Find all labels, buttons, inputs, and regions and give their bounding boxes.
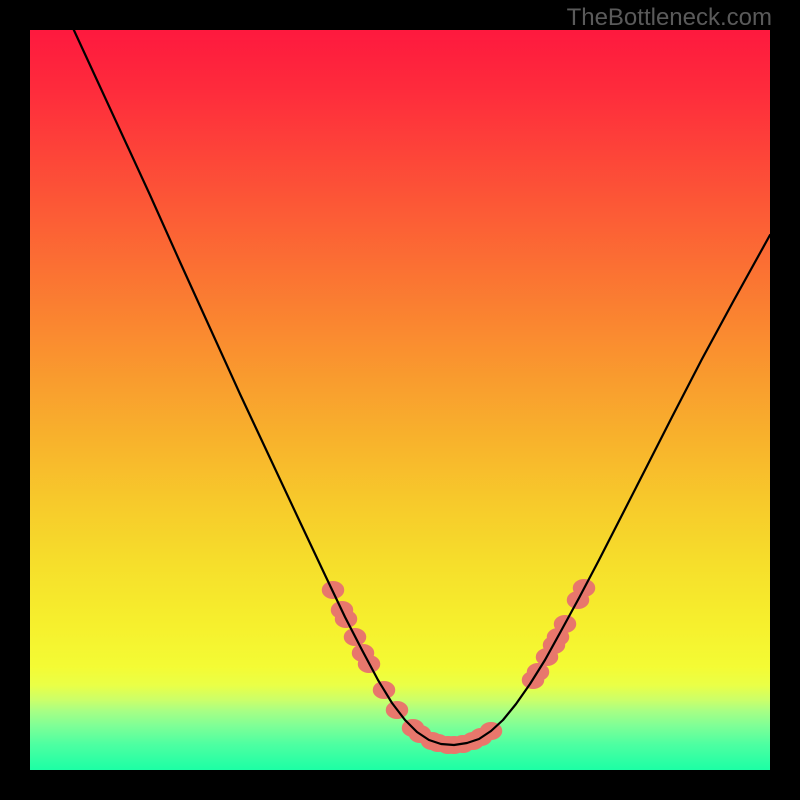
watermark-text: TheBottleneck.com: [567, 4, 772, 32]
bottleneck-curve: [60, 0, 770, 745]
marker-group: [322, 579, 596, 754]
chart-stage: TheBottleneck.com: [0, 0, 800, 800]
chart-svg: [0, 0, 800, 800]
